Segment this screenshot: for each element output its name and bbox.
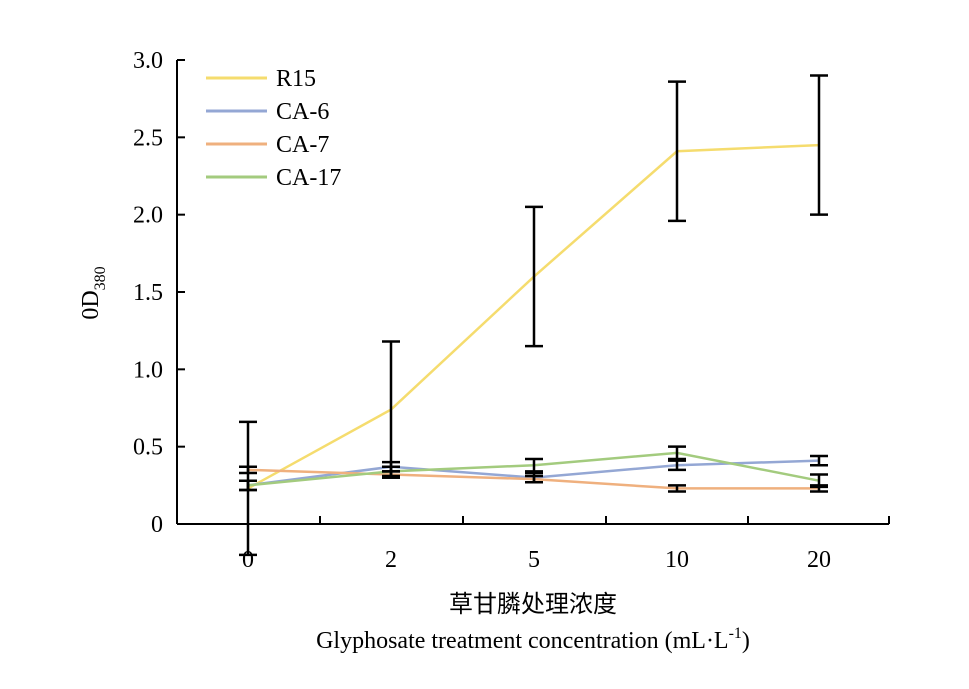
error-bar-r15 — [668, 80, 686, 223]
y-tick-label: 2.5 — [133, 125, 163, 151]
error-bar-r15 — [525, 205, 543, 348]
y-tick-label: 2.0 — [133, 203, 163, 229]
error-bar-ca-7 — [668, 484, 686, 493]
y-tick-label: 0 — [151, 512, 163, 538]
axes: 0 0.5 1.0 1.5 2.0 2.5 3.0 0 2 5 10 20 — [133, 48, 890, 573]
error-bars — [239, 74, 828, 557]
error-bar-ca-6 — [810, 454, 828, 467]
y-axis-title-main: 0D — [78, 290, 104, 319]
error-bar-r15 — [382, 340, 400, 479]
x-tick-label: 0 — [242, 547, 254, 573]
error-bar-ca-6 — [668, 459, 686, 472]
y-tick-label: 1.0 — [133, 357, 163, 383]
x-axis-title-en-end: ) — [742, 628, 750, 654]
error-bar-ca-17 — [382, 465, 400, 478]
error-bar-r15 — [810, 74, 828, 216]
error-bar-ca-17 — [668, 445, 686, 461]
y-axis-title-sub: 380 — [92, 266, 109, 290]
x-axis-title-en: Glyphosate treatment concentration (mL·L… — [316, 625, 750, 654]
x-axis-title-en-main: Glyphosate treatment concentration (mL·L — [316, 628, 729, 654]
y-tick-label: 1.5 — [133, 280, 163, 306]
legend-label: CA-7 — [276, 132, 329, 158]
x-tick-label: 2 — [385, 547, 397, 573]
error-bar-ca-17 — [239, 479, 257, 492]
legend-label: CA-6 — [276, 99, 329, 125]
legend: R15 CA-6 CA-7 CA-17 — [206, 66, 341, 191]
x-axis-title-cn: 草甘膦处理浓度 — [449, 591, 617, 618]
legend-item-r15: R15 — [206, 66, 316, 92]
error-bar-ca-17 — [525, 457, 543, 473]
legend-label: R15 — [276, 66, 316, 92]
error-bar-ca-17 — [810, 473, 828, 489]
x-axis-title-en-sup: -1 — [729, 625, 742, 642]
legend-label: CA-17 — [276, 165, 341, 191]
legend-item-ca-6: CA-6 — [206, 99, 329, 125]
x-tick-label: 10 — [665, 547, 689, 573]
error-bar-ca-7 — [525, 474, 543, 484]
axis-labels: 草甘膦处理浓度 Glyphosate treatment concentrati… — [78, 266, 750, 654]
x-tick-label: 5 — [528, 547, 540, 573]
legend-item-ca-7: CA-7 — [206, 132, 329, 158]
y-tick-label: 0.5 — [133, 435, 163, 461]
legend-item-ca-17: CA-17 — [206, 165, 341, 191]
y-tick-label: 3.0 — [133, 48, 163, 74]
error-bar-ca-7 — [239, 465, 257, 475]
x-tick-label: 20 — [807, 547, 831, 573]
y-axis-title: 0D380 — [78, 266, 109, 319]
